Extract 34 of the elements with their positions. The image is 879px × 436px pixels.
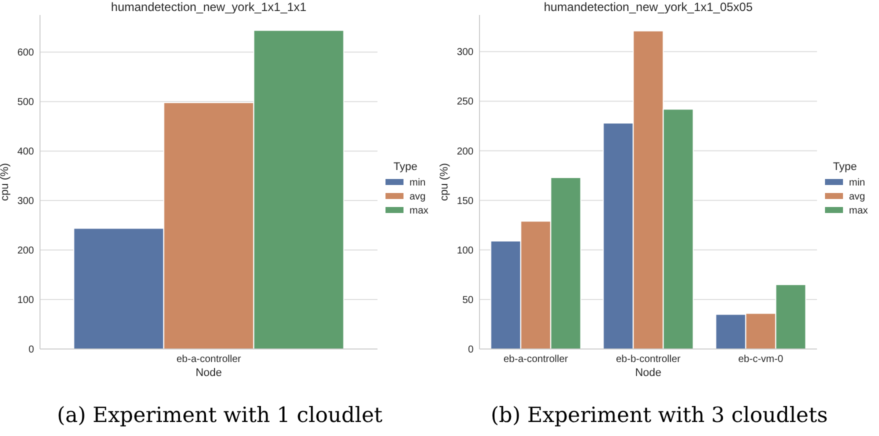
x-tick-label: eb-a-controller: [176, 354, 242, 365]
chart-title: humandetection_new_york_1x1_1x1: [111, 0, 307, 14]
legend-label: max: [410, 206, 428, 216]
y-axis-title: cpu (%): [438, 163, 450, 201]
y-tick-label: 200: [17, 246, 34, 257]
y-tick-label: 300: [456, 47, 474, 58]
y-tick-label: 250: [456, 96, 474, 108]
y-tick-label: 100: [17, 295, 34, 306]
y-tick-label: 200: [456, 146, 474, 158]
text: (a) Experiment with 1 cloudlet: [57, 403, 384, 427]
legend-title: Type: [394, 161, 418, 173]
x-tick-label: eb-a-controller: [504, 354, 569, 365]
y-tick-label: 600: [17, 48, 34, 59]
chart-title: humandetection_new_york_1x1_05x05: [544, 0, 753, 14]
y-tick-label: 300: [17, 196, 34, 208]
x-tick-label: eb-b-controller: [616, 354, 682, 365]
y-tick-label: 150: [456, 196, 474, 207]
y-tick-label: 100: [456, 245, 474, 256]
y-tick-label: 50: [462, 294, 474, 306]
y-tick-label: 500: [17, 97, 34, 108]
y-tick-label: 0: [28, 344, 34, 356]
legend-title: Type: [833, 161, 857, 173]
y-tick-label: 0: [468, 344, 474, 356]
x-axis-title: Node: [196, 367, 222, 379]
legend-label: avg: [849, 192, 866, 202]
text: (b) Experiment with 3 cloudlets: [490, 403, 828, 427]
legend-label: min: [849, 178, 866, 188]
legend-label: avg: [410, 192, 426, 202]
y-axis-title: cpu (%): [0, 163, 11, 201]
x-axis-title: Node: [635, 367, 662, 379]
legend-label: min: [410, 178, 426, 188]
y-tick-label: 400: [17, 146, 34, 158]
legend-label: max: [849, 206, 868, 216]
x-tick-label: eb-c-vm-0: [738, 354, 784, 365]
